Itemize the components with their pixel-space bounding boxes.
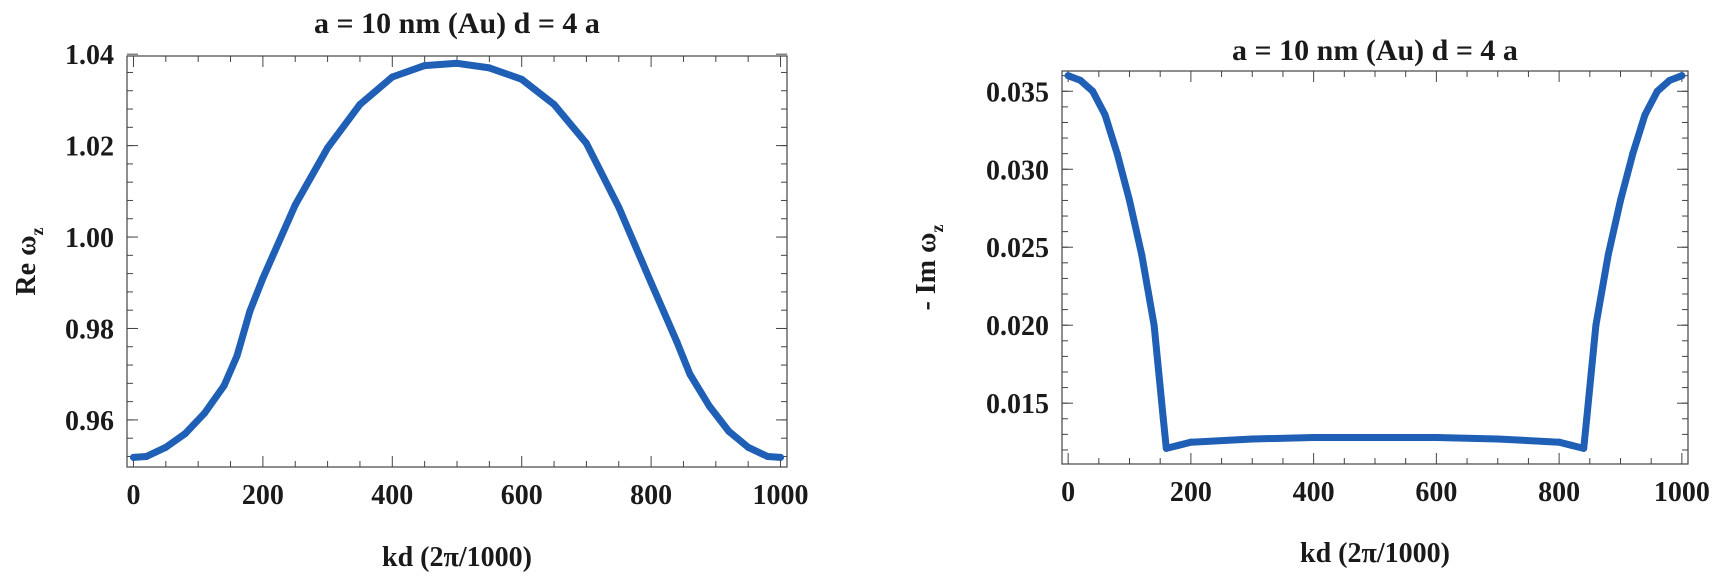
x-tick-label: 1000 <box>1654 477 1710 508</box>
x-tick-label: 800 <box>630 480 672 511</box>
data-point <box>1567 441 1575 449</box>
data-point <box>1310 433 1318 441</box>
data-point <box>259 274 267 282</box>
y-tick-label: 0.030 <box>986 155 1049 186</box>
data-point <box>550 100 558 108</box>
data-point <box>1371 433 1379 441</box>
data-point <box>1555 438 1563 446</box>
y-tick-label: 0.035 <box>986 77 1049 108</box>
data-point <box>421 62 429 70</box>
data-point <box>705 402 713 410</box>
data-point <box>1666 76 1674 84</box>
chart-title: a = 10 nm (Au) d = 4 a <box>314 7 600 40</box>
data-point <box>1583 415 1591 423</box>
x-axis-label: kd (2π/1000) <box>382 542 532 573</box>
data-point <box>1641 111 1649 119</box>
x-tick-label: 0 <box>1061 477 1075 508</box>
x-tick-label: 600 <box>1415 477 1457 508</box>
data-point <box>1138 251 1146 259</box>
plot-frame <box>126 55 788 468</box>
data-point <box>246 307 254 315</box>
y-axis-label: - Im ωz <box>911 224 947 310</box>
data-point <box>1076 76 1084 84</box>
plot-frame <box>1061 70 1689 465</box>
data-point <box>129 453 137 461</box>
data-point <box>1604 251 1612 259</box>
data-point <box>1432 433 1440 441</box>
data-point <box>388 73 396 81</box>
x-tick-label: 0 <box>126 480 140 511</box>
y-tick-label: 0.96 <box>65 406 114 437</box>
y-axis-label-main: - Im ω <box>911 232 942 310</box>
x-tick-label: 800 <box>1538 477 1580 508</box>
x-axis-label: kd (2π/1000) <box>1300 538 1450 569</box>
data-point <box>324 144 332 152</box>
data-point <box>1248 435 1256 443</box>
data-point <box>1113 150 1121 158</box>
y-axis-label: Re ωz <box>11 227 47 295</box>
y-axis-label-subscript: z <box>927 224 947 232</box>
data-point <box>647 279 655 287</box>
x-tick-label: 600 <box>501 480 543 511</box>
y-tick-label: 1.00 <box>65 223 114 254</box>
data-point <box>673 338 681 346</box>
x-tick-label: 1000 <box>753 480 809 511</box>
data-point <box>1126 196 1134 204</box>
data-point <box>518 75 526 83</box>
data-point <box>1064 72 1072 80</box>
data-point <box>181 430 189 438</box>
y-tick-label: 1.02 <box>65 132 114 163</box>
data-point <box>1592 321 1600 329</box>
data-point <box>764 452 772 460</box>
data-point <box>1175 441 1183 449</box>
data-point <box>744 443 752 451</box>
data-point <box>1653 87 1661 95</box>
data-point <box>1159 415 1167 423</box>
y-tick-label: 0.020 <box>986 311 1049 342</box>
x-tick-label: 400 <box>371 480 413 511</box>
data-point <box>660 308 668 316</box>
data-point <box>1089 87 1097 95</box>
data-point <box>1494 435 1502 443</box>
data-point <box>582 139 590 147</box>
data-point <box>1150 321 1158 329</box>
data-point <box>356 100 364 108</box>
left-panel: a = 10 nm (Au) d = 4 a 0 200 400 600 800 1000 0… <box>11 7 809 573</box>
data-point <box>220 382 228 390</box>
x-tick-label: 400 <box>1293 477 1335 508</box>
data-point <box>142 452 150 460</box>
data-point <box>1616 196 1624 204</box>
data-point <box>777 453 785 461</box>
y-tick-label: 1.04 <box>65 40 114 71</box>
right-panel: a = 10 nm (Au) d = 4 a 0 200 400 600 800 1000 0… <box>911 34 1710 569</box>
series-line <box>1064 72 1686 452</box>
data-point <box>1101 111 1109 119</box>
y-tick-label: 0.025 <box>986 233 1049 264</box>
series-line <box>130 59 784 461</box>
y-axis-label-main: Re ω <box>11 235 42 295</box>
y-axis-label-subscript: z <box>27 227 47 235</box>
data-point <box>162 443 170 451</box>
data-point <box>233 352 241 360</box>
data-point <box>1187 438 1195 446</box>
x-tick-label: 200 <box>1170 477 1212 508</box>
data-point <box>615 203 623 211</box>
data-point <box>1678 72 1686 80</box>
chart-title: a = 10 nm (Au) d = 4 a <box>1232 34 1518 67</box>
x-tick-label: 200 <box>242 480 284 511</box>
data-point <box>291 201 299 209</box>
data-point <box>485 64 493 72</box>
data-point <box>201 409 209 417</box>
y-tick-label: 0.015 <box>986 389 1049 420</box>
data-point <box>1629 150 1637 158</box>
data-point <box>686 370 694 378</box>
data-point <box>725 427 733 435</box>
data-point <box>453 59 461 67</box>
data-point <box>1580 444 1588 452</box>
y-tick-label: 0.98 <box>65 314 114 345</box>
data-point <box>1162 444 1170 452</box>
